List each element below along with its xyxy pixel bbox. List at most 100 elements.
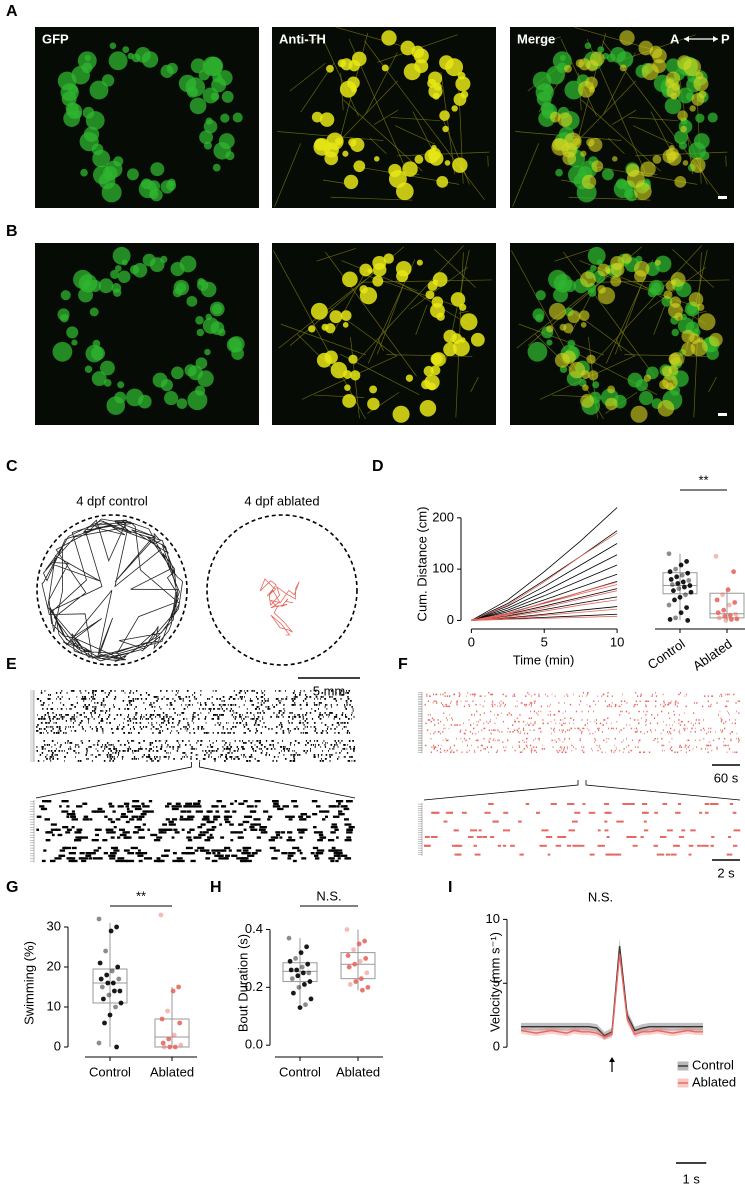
bout xyxy=(451,724,453,726)
bout xyxy=(102,690,104,692)
data-point xyxy=(364,970,370,976)
bout xyxy=(634,731,637,733)
bout xyxy=(148,750,151,752)
cell xyxy=(669,352,684,367)
bout xyxy=(720,695,723,697)
cell xyxy=(428,84,443,99)
bout xyxy=(470,724,471,726)
bout xyxy=(459,731,461,733)
bout xyxy=(696,746,698,748)
bout xyxy=(187,706,188,708)
bout xyxy=(583,727,585,730)
cell xyxy=(532,308,545,321)
bout xyxy=(292,718,294,720)
bout xyxy=(211,746,214,748)
bout xyxy=(65,726,67,728)
bout xyxy=(320,702,322,704)
data-point xyxy=(109,968,115,974)
bout xyxy=(221,714,223,716)
bout xyxy=(316,805,321,808)
bout xyxy=(97,750,99,752)
cell xyxy=(114,391,127,404)
bout xyxy=(533,739,535,742)
bout xyxy=(595,739,597,742)
bout xyxy=(678,719,680,721)
bout xyxy=(295,696,297,698)
bout xyxy=(551,732,552,735)
bout xyxy=(344,839,352,842)
bout xyxy=(109,710,111,712)
bout xyxy=(102,710,104,712)
bout xyxy=(239,696,242,698)
data-point xyxy=(720,592,725,598)
bout xyxy=(109,754,112,756)
bout xyxy=(453,744,456,747)
bout xyxy=(71,810,75,813)
bout xyxy=(37,714,38,716)
bout xyxy=(79,714,81,716)
bout xyxy=(148,800,153,803)
bout xyxy=(213,714,215,716)
bout xyxy=(425,722,427,725)
bout xyxy=(437,722,439,725)
bout xyxy=(350,748,352,750)
bout xyxy=(239,740,241,742)
bout xyxy=(258,724,260,726)
bout xyxy=(269,846,276,850)
bout xyxy=(439,748,442,750)
cell xyxy=(698,313,716,331)
bout xyxy=(240,857,247,860)
bout xyxy=(75,752,77,754)
bout xyxy=(450,751,452,754)
bout xyxy=(650,695,652,697)
bout xyxy=(197,728,199,730)
bout xyxy=(443,712,445,714)
bout xyxy=(616,748,617,750)
bout xyxy=(561,729,562,731)
data-point xyxy=(358,976,364,982)
bout xyxy=(348,826,355,829)
bout xyxy=(328,750,329,752)
bout xyxy=(298,815,304,818)
bout xyxy=(694,731,697,733)
bout xyxy=(40,718,43,720)
bout xyxy=(66,857,72,860)
bout xyxy=(443,705,445,708)
bout xyxy=(134,708,135,710)
data-point xyxy=(673,615,678,621)
bout xyxy=(68,748,70,750)
bout xyxy=(346,836,352,839)
bout xyxy=(161,698,163,700)
bout xyxy=(85,716,87,718)
bout xyxy=(523,748,526,750)
bout xyxy=(518,727,520,730)
bout xyxy=(165,752,167,754)
bout xyxy=(178,696,180,698)
bout xyxy=(128,702,131,704)
bout xyxy=(280,746,282,748)
series-line xyxy=(471,584,618,621)
bout xyxy=(90,712,92,714)
bout xyxy=(216,800,222,803)
bout xyxy=(645,705,647,708)
cell xyxy=(460,313,478,331)
bout xyxy=(184,728,186,730)
bout xyxy=(734,751,736,754)
bout xyxy=(134,718,136,720)
bout xyxy=(437,719,439,721)
bout xyxy=(222,746,224,748)
bout xyxy=(538,710,540,713)
bout xyxy=(335,700,337,702)
bout xyxy=(258,828,266,831)
bout xyxy=(233,750,235,752)
bout xyxy=(594,737,596,740)
bout xyxy=(111,732,114,734)
bout xyxy=(294,694,296,696)
bout xyxy=(530,749,533,752)
bout xyxy=(223,857,229,860)
bout xyxy=(314,698,315,700)
bout xyxy=(346,831,353,834)
bout xyxy=(494,729,496,731)
bout xyxy=(192,714,194,716)
bout xyxy=(343,805,348,808)
